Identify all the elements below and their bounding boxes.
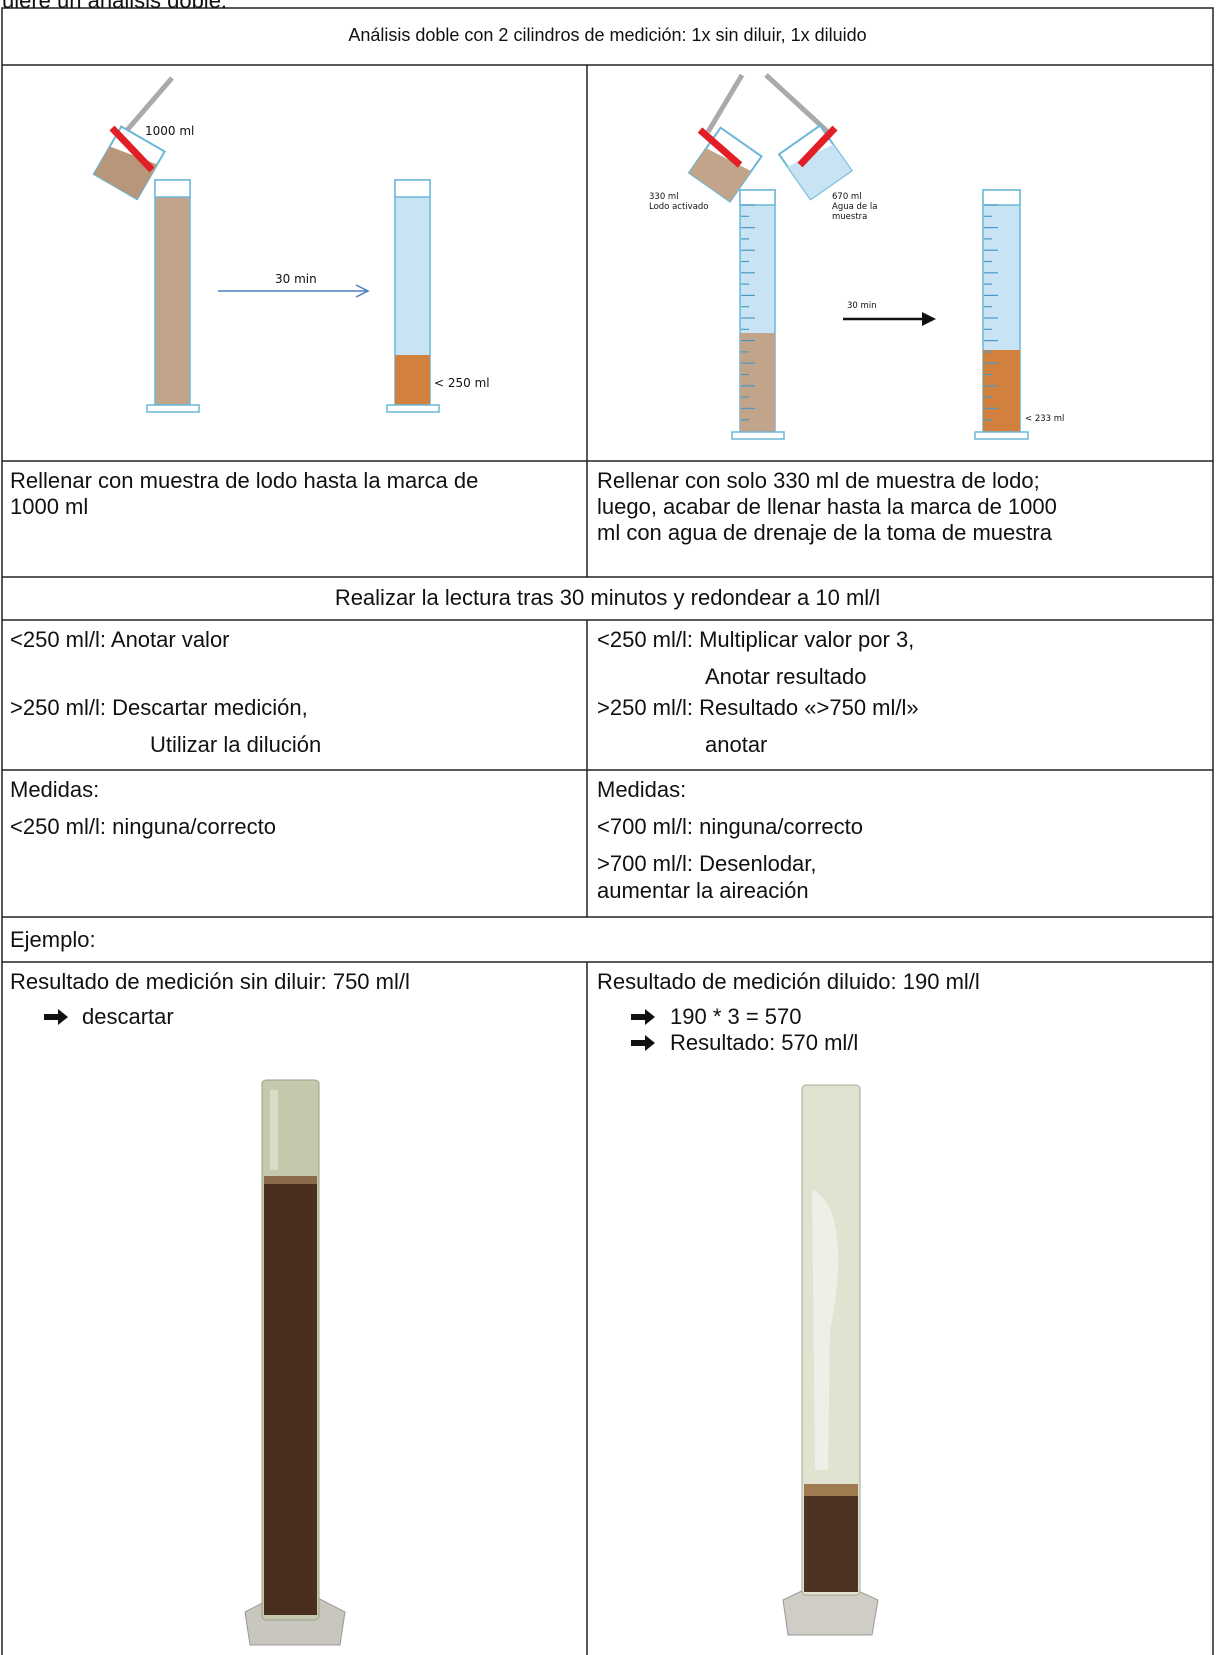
measure: aumentar la aireación	[597, 878, 809, 903]
example-result: Resultado de medición sin diluir: 750 ml…	[10, 969, 410, 994]
fill-instruction: Rellenar con muestra de lodo hasta la ma…	[10, 468, 479, 493]
rule: Utilizar la dilución	[150, 732, 322, 757]
water-label: Agua de la	[832, 202, 878, 212]
measure: Medidas:	[10, 777, 100, 802]
fill-instruction: 1000 ml	[10, 494, 89, 519]
example-step: Resultado: 570 ml/l	[670, 1030, 859, 1055]
rule: >250 ml/l: Descartar medición,	[10, 695, 308, 720]
fill-instruction: luego, acabar de llenar hasta la marca d…	[597, 494, 1057, 519]
rule: <250 ml/l: Anotar valor	[10, 627, 230, 652]
photo-diluted	[782, 1084, 879, 1636]
rule: anotar	[705, 732, 768, 757]
illustration-right	[687, 73, 1029, 440]
graduation-marks	[741, 204, 755, 421]
example-label: Ejemplo:	[10, 927, 96, 952]
intro-text: uiere un análisis doble.	[2, 0, 228, 13]
sludge-label: Lodo activado	[649, 202, 709, 212]
illustration-left	[92, 76, 440, 413]
result-label: < 250 ml	[434, 376, 490, 390]
example-result: Resultado de medición diluido: 190 ml/l	[597, 969, 980, 994]
graduation-marks	[984, 204, 998, 421]
rule: <250 ml/l: Multiplicar valor por 3,	[597, 627, 915, 652]
sludge-label: 330 ml	[649, 192, 679, 202]
table-borders	[1, 7, 1214, 1655]
time-label: 30 min	[847, 301, 877, 311]
measure: Medidas:	[597, 777, 687, 802]
example-step: 190 * 3 = 570	[670, 1004, 802, 1029]
measure: <250 ml/l: ninguna/correcto	[10, 814, 276, 839]
fill-label: 1000 ml	[145, 124, 195, 138]
example-step: descartar	[82, 1004, 174, 1029]
table-header: Análisis doble con 2 cilindros de medici…	[348, 25, 867, 45]
fill-instruction: Rellenar con solo 330 ml de muestra de l…	[597, 468, 1040, 493]
water-label: muestra	[832, 212, 868, 222]
water-label: 670 ml	[832, 192, 862, 202]
measure: >700 ml/l: Desenlodar,	[597, 851, 817, 876]
time-label: 30 min	[275, 272, 317, 286]
fill-instruction: ml con agua de drenaje de la toma de mue…	[597, 520, 1052, 545]
result-label: < 233 ml	[1025, 414, 1065, 424]
reading-instruction: Realizar la lectura tras 30 minutos y re…	[334, 585, 881, 610]
rule: >250 ml/l: Resultado «>750 ml/l»	[597, 695, 919, 720]
rule: Anotar resultado	[705, 664, 867, 689]
measure: <700 ml/l: ninguna/correcto	[597, 814, 863, 839]
bullet-arrows	[44, 1009, 655, 1051]
photo-undiluted	[244, 1079, 346, 1646]
